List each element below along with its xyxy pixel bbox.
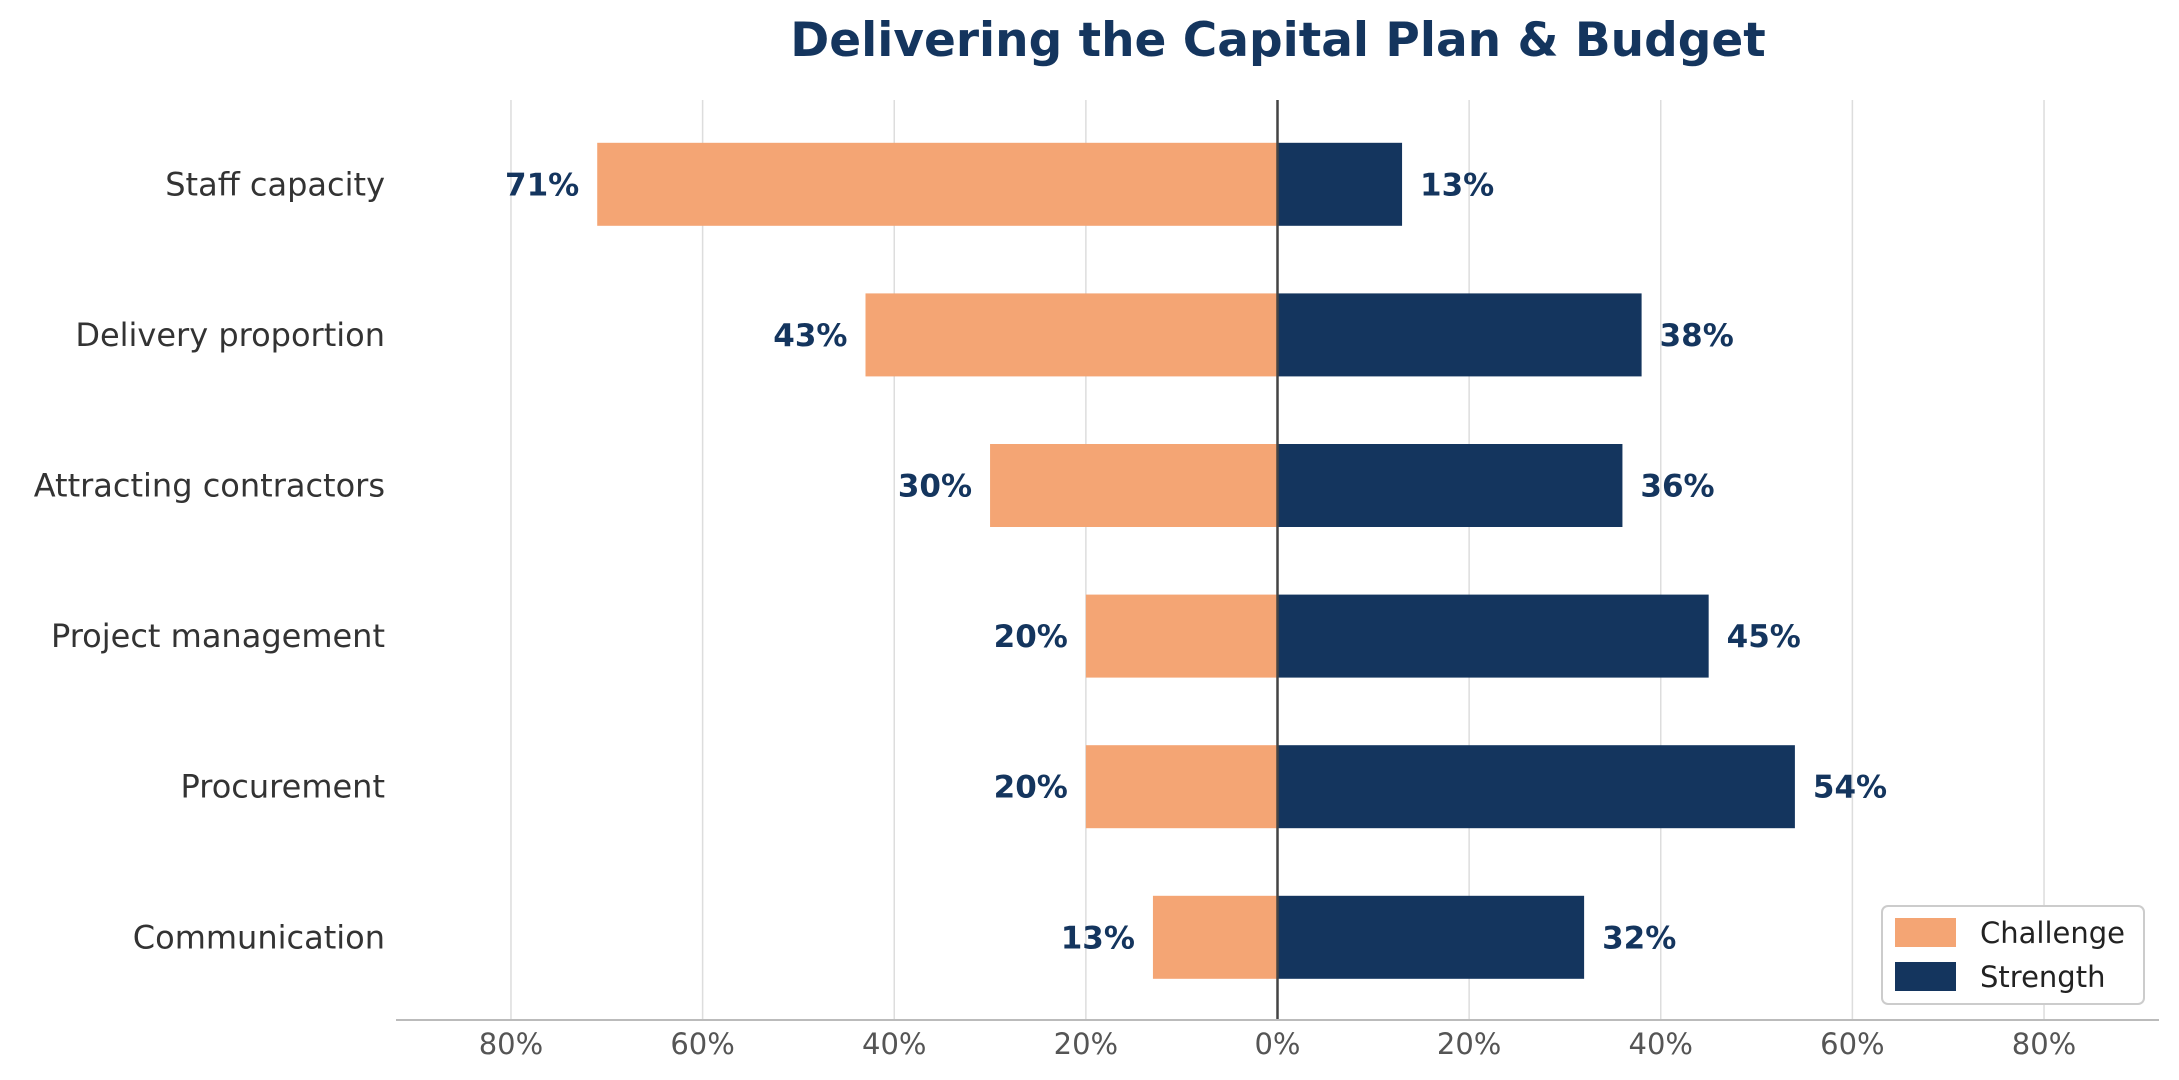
category-label: Delivery proportion bbox=[75, 316, 385, 354]
category-label: Communication bbox=[133, 918, 385, 956]
legend-label: Strength bbox=[1980, 960, 2105, 994]
strength-bar bbox=[1277, 895, 1585, 979]
bars bbox=[597, 142, 1795, 979]
strength-value-label: 13% bbox=[1420, 167, 1494, 203]
legend-swatch bbox=[1895, 962, 1956, 991]
challenge-value-label: 30% bbox=[898, 469, 972, 505]
category-label: Procurement bbox=[181, 768, 385, 806]
x-tick-label: 60% bbox=[670, 1027, 734, 1061]
category-labels: Staff capacity Delivery proportion Attract… bbox=[34, 165, 385, 956]
strength-value-label: 38% bbox=[1660, 318, 1734, 354]
strength-bar bbox=[1277, 594, 1709, 678]
strength-bar bbox=[1277, 444, 1623, 527]
category-label: Attracting contractors bbox=[34, 467, 385, 505]
legend-label: Challenge bbox=[1980, 916, 2125, 950]
challenge-bar bbox=[990, 444, 1278, 527]
x-tick-label: 80% bbox=[479, 1027, 543, 1061]
challenge-bar bbox=[1152, 895, 1278, 979]
x-axis: 80% 60% 40% 20% 0% 20% 40% 60% 80% bbox=[396, 1019, 2159, 1061]
challenge-value-label: 20% bbox=[994, 619, 1068, 655]
challenge-bar bbox=[1085, 745, 1278, 829]
x-tick-label: 0% bbox=[1254, 1027, 1300, 1061]
x-tick-label: 80% bbox=[2012, 1027, 2076, 1061]
strength-value-label: 32% bbox=[1602, 920, 1676, 956]
x-tick-label: 20% bbox=[1054, 1027, 1118, 1061]
challenge-value-label: 13% bbox=[1061, 920, 1135, 956]
chart-title: Delivering the Capital Plan & Budget bbox=[790, 13, 1766, 68]
category-label: Project management bbox=[51, 617, 385, 655]
challenge-value-label: 71% bbox=[505, 167, 579, 203]
challenge-value-label: 43% bbox=[773, 318, 847, 354]
strength-value-label: 54% bbox=[1813, 770, 1887, 806]
x-tick-label: 40% bbox=[1629, 1027, 1693, 1061]
category-label: Staff capacity bbox=[165, 165, 385, 203]
challenge-bar bbox=[1085, 594, 1278, 678]
strength-bar bbox=[1277, 745, 1795, 829]
value-labels: 71% 13% 43% 38% 30% 36% 20% 45% 20% 54% 13% 32% bbox=[505, 167, 1887, 956]
challenge-bar bbox=[865, 293, 1278, 377]
challenge-value-label: 20% bbox=[994, 770, 1068, 806]
challenge-bar bbox=[597, 142, 1278, 226]
x-tick-label: 60% bbox=[1820, 1027, 1884, 1061]
strength-value-label: 45% bbox=[1727, 619, 1801, 655]
strength-bar bbox=[1277, 142, 1403, 226]
strength-value-label: 36% bbox=[1640, 469, 1714, 505]
x-tick-label: 20% bbox=[1437, 1027, 1501, 1061]
legend-swatch bbox=[1895, 918, 1956, 947]
grid-lines bbox=[510, 100, 2045, 1020]
strength-bar bbox=[1277, 293, 1642, 377]
legend: Challenge Strength bbox=[1881, 905, 2145, 1005]
x-tick-label: 40% bbox=[862, 1027, 926, 1061]
